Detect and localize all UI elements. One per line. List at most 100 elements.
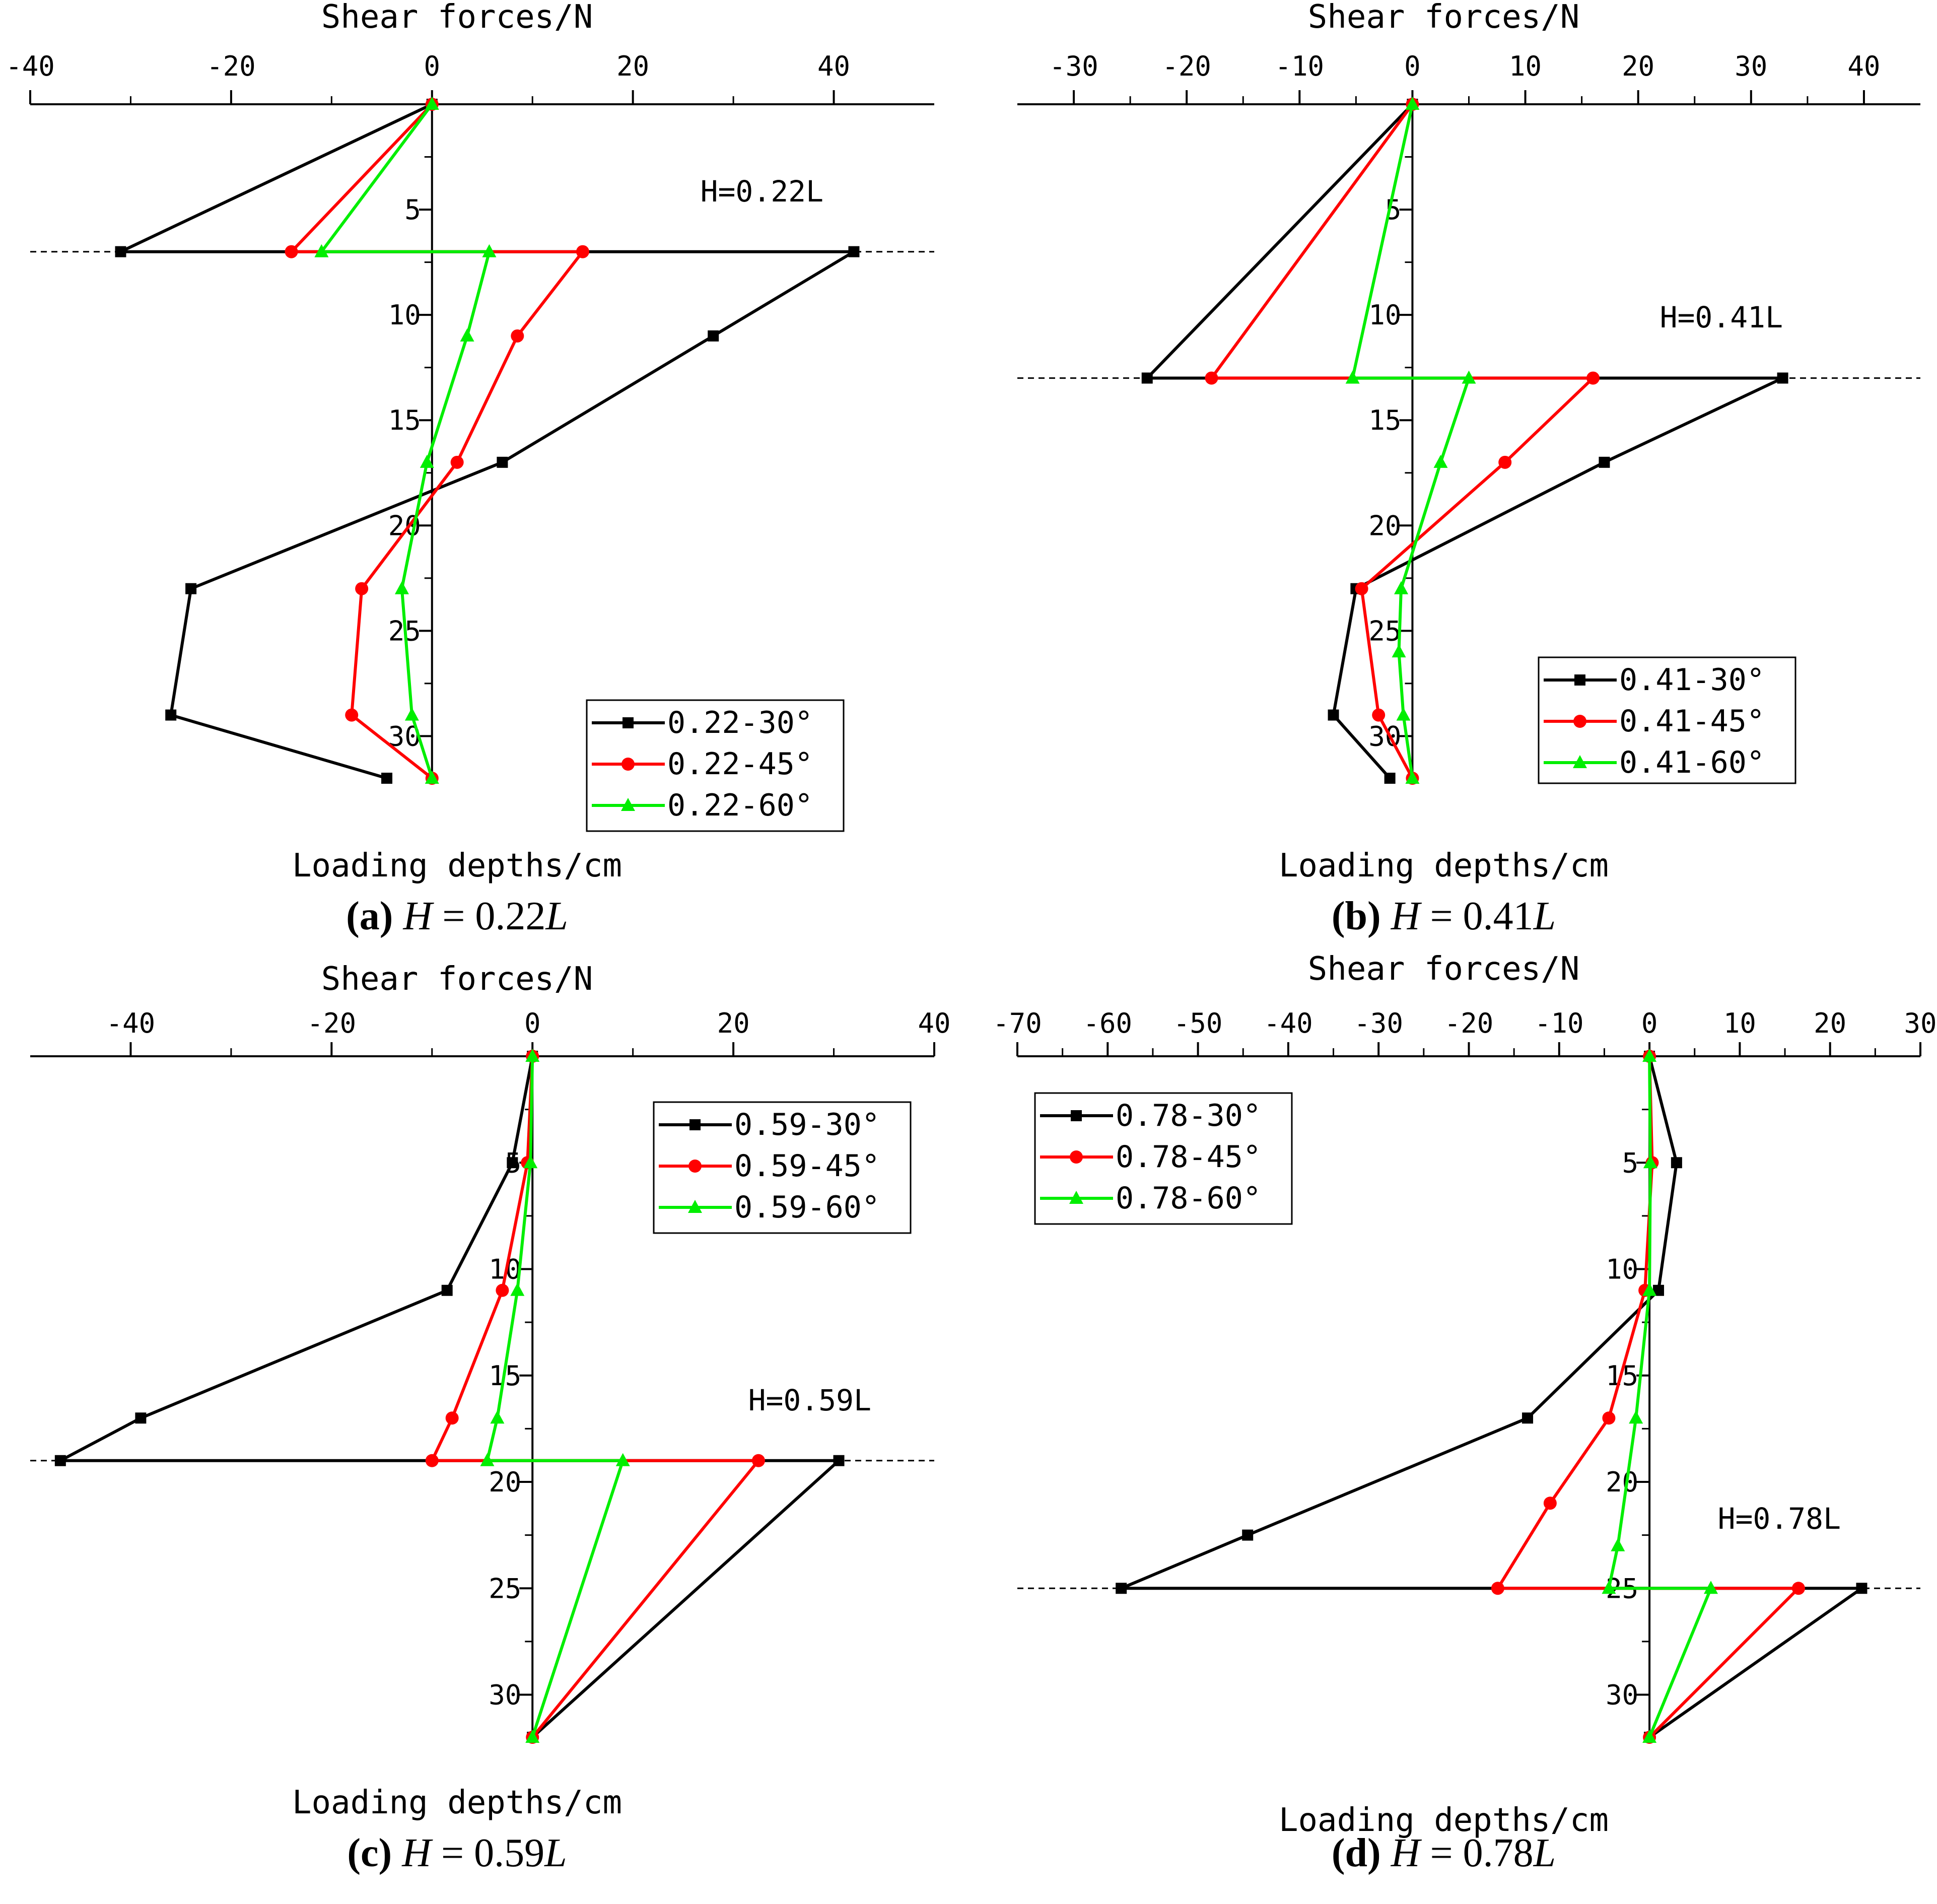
x-tick-label: 20 xyxy=(616,50,649,82)
data-point xyxy=(1602,1581,1616,1594)
data-point xyxy=(135,1412,147,1424)
data-point xyxy=(1433,454,1448,468)
data-point xyxy=(1522,1412,1534,1424)
x-tick-label: -30 xyxy=(1049,50,1098,82)
legend-label: 0.41-60° xyxy=(1619,745,1765,780)
data-point xyxy=(576,245,589,258)
data-point xyxy=(833,1455,845,1466)
data-point xyxy=(689,1119,701,1130)
data-point xyxy=(510,1282,525,1296)
data-point xyxy=(507,1157,518,1169)
series-line xyxy=(1350,104,1471,779)
x-tick-label: 0 xyxy=(424,50,441,82)
panel-label: (b) xyxy=(1332,894,1381,938)
data-point xyxy=(1642,1282,1657,1296)
data-point xyxy=(115,246,126,257)
y-tick-label: 10 xyxy=(1368,299,1401,331)
caption-unit: L xyxy=(545,894,568,938)
data-point xyxy=(1498,455,1512,469)
data-point xyxy=(1069,1191,1083,1204)
data-point xyxy=(1328,709,1339,721)
x-tick-label: 40 xyxy=(1847,50,1880,82)
legend-item: 0.41-30° xyxy=(1544,662,1765,698)
data-point xyxy=(460,328,474,342)
data-point xyxy=(450,455,464,469)
data-point xyxy=(1242,1529,1254,1541)
legend-label: 0.41-45° xyxy=(1619,704,1765,739)
data-point xyxy=(314,244,329,257)
data-point xyxy=(1116,1583,1127,1594)
legend-label: 0.59-30° xyxy=(734,1107,880,1142)
data-point xyxy=(621,798,635,811)
y-tick-label: 30 xyxy=(1606,1679,1638,1711)
legend-item: 0.59-45° xyxy=(659,1148,880,1184)
legend-label: 0.59-60° xyxy=(734,1190,880,1225)
data-point xyxy=(345,708,359,722)
legend-label: 0.78-45° xyxy=(1116,1139,1261,1175)
data-point xyxy=(285,245,298,258)
y-tick-label: 20 xyxy=(489,1466,521,1498)
data-point xyxy=(480,1453,495,1466)
data-point xyxy=(1573,715,1586,728)
legend-item: 0.78-45° xyxy=(1040,1139,1261,1175)
x-tick-label: 30 xyxy=(1735,50,1767,82)
data-point xyxy=(394,581,409,594)
data-point xyxy=(1642,1049,1657,1062)
x-tick-label: -10 xyxy=(1535,1007,1584,1039)
data-point xyxy=(185,583,197,594)
x-tick-label: 40 xyxy=(918,1007,950,1039)
legend-item: 0.78-30° xyxy=(1040,1098,1261,1133)
panel-annotation: H=0.59L xyxy=(748,1383,871,1417)
x-tick-labels: -40 -20 0 20 40 xyxy=(6,50,850,82)
chart-panel-a: -40 -20 0 20 4051015202530H=0.22L0.22-30°0.2… xyxy=(6,0,934,938)
data-point xyxy=(1491,1582,1504,1595)
x-tick-label: -70 xyxy=(993,1007,1042,1039)
y-axis-title: Loading depths/cm xyxy=(292,847,622,885)
data-point xyxy=(1070,1150,1083,1164)
data-point xyxy=(1141,372,1153,384)
x-tick-label: 40 xyxy=(817,50,850,82)
legend-item: 0.59-60° xyxy=(659,1190,880,1225)
data-point xyxy=(1643,1155,1657,1169)
series-0 xyxy=(115,99,860,784)
caption-unit: L xyxy=(1533,894,1556,938)
x-tick-label: 20 xyxy=(717,1007,750,1039)
data-point xyxy=(490,1410,505,1424)
y-tick-label: 5 xyxy=(404,194,421,226)
data-point xyxy=(1394,581,1409,594)
data-point xyxy=(1355,582,1368,595)
x-tick-label: 20 xyxy=(1622,50,1654,82)
caption-space xyxy=(1381,894,1391,938)
legend-label: 0.78-30° xyxy=(1116,1098,1261,1133)
caption-value: = 0.22 xyxy=(432,894,545,938)
data-point xyxy=(445,1411,459,1425)
panel-label: (c) xyxy=(347,1831,392,1875)
x-tick-label: -50 xyxy=(1173,1007,1223,1039)
legend: 0.41-30° 0.41-45° 0.41-60° xyxy=(1538,656,1796,784)
caption-variable: H xyxy=(401,1831,433,1875)
data-point xyxy=(381,773,393,784)
legend-label: 0.59-45° xyxy=(734,1148,880,1184)
x-tick-label: 0 xyxy=(1641,1007,1658,1039)
data-point xyxy=(425,771,439,784)
caption-variable: H xyxy=(1391,1831,1422,1875)
data-point xyxy=(441,1284,453,1296)
data-point xyxy=(1384,773,1396,784)
data-point xyxy=(1671,1157,1682,1169)
data-point xyxy=(525,1730,540,1743)
y-tick-label: 5 xyxy=(1622,1147,1639,1179)
data-point xyxy=(1573,755,1587,768)
data-point xyxy=(1574,674,1585,686)
data-point xyxy=(688,1200,702,1213)
data-point xyxy=(688,1160,702,1173)
data-point xyxy=(622,717,634,728)
panel-caption: (c) H = 0.59L xyxy=(347,1831,567,1875)
x-axis-title: Shear forces/N xyxy=(321,961,593,998)
x-tick-label: 0 xyxy=(524,1007,541,1039)
x-tick-label: -60 xyxy=(1083,1007,1133,1039)
data-point xyxy=(615,1453,630,1466)
x-tick-labels: -40 -20 0 20 40 xyxy=(106,1007,951,1039)
legend-item: 0.41-45° xyxy=(1544,704,1765,739)
data-point xyxy=(1642,1730,1657,1743)
